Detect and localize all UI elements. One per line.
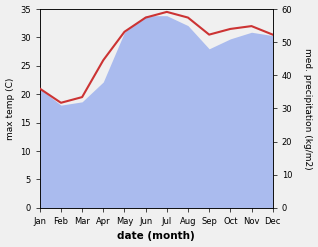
Y-axis label: med. precipitation (kg/m2): med. precipitation (kg/m2)	[303, 48, 313, 169]
X-axis label: date (month): date (month)	[117, 231, 195, 242]
Y-axis label: max temp (C): max temp (C)	[5, 77, 15, 140]
